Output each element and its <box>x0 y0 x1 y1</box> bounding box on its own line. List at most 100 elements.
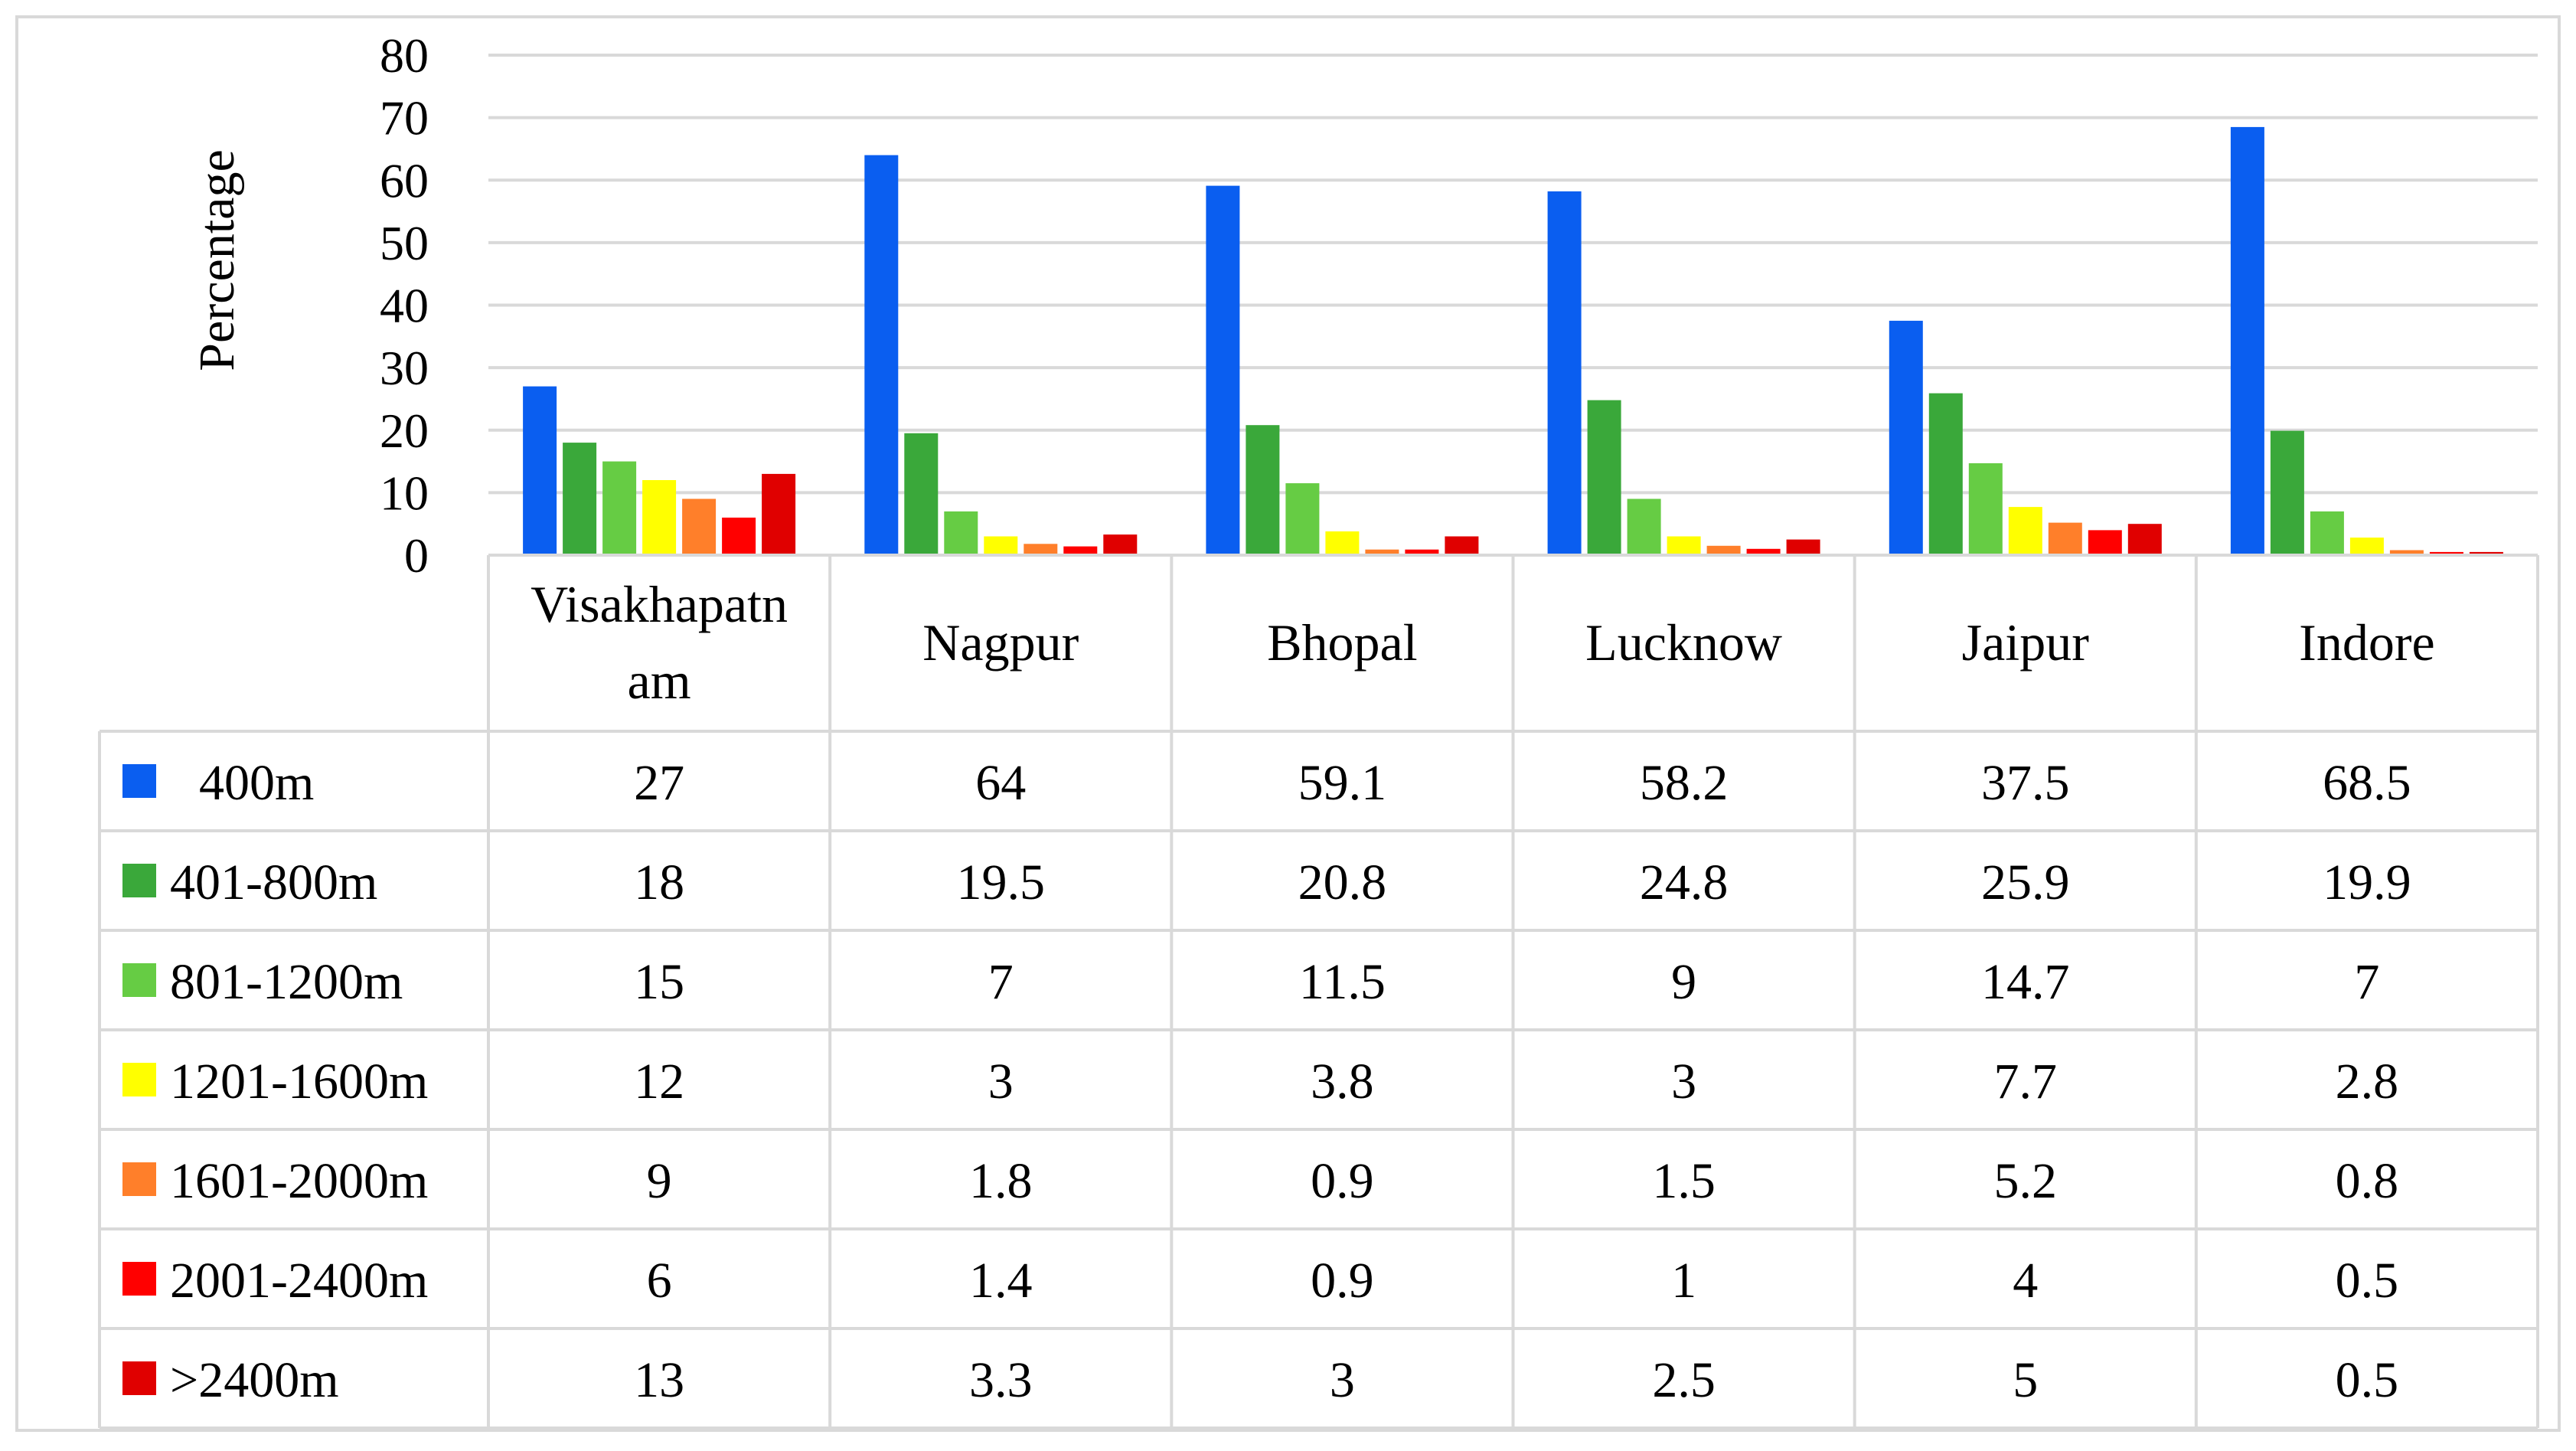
data-label: 6 <box>647 1253 672 1309</box>
data-label: 27 <box>634 755 684 811</box>
y-tick-label: 0 <box>404 528 429 583</box>
data-label: 15 <box>634 954 684 1010</box>
y-tick-label: 40 <box>380 279 429 333</box>
bar <box>1063 546 1098 555</box>
category-label: Bhopal <box>1267 613 1417 672</box>
category-label: Visakhapatn <box>531 575 788 633</box>
legend-swatch <box>122 864 156 897</box>
bar <box>2008 507 2042 555</box>
bar <box>1103 534 1138 555</box>
data-table <box>98 554 2539 1430</box>
category-label: Indore <box>2299 613 2434 672</box>
data-label: 9 <box>1671 954 1696 1010</box>
y-axis-label: Percentage <box>189 149 245 371</box>
legend-label: 2001-2400m <box>170 1253 428 1309</box>
bar <box>563 443 597 555</box>
bar <box>1024 544 1058 555</box>
bar <box>1968 463 2003 555</box>
bar <box>2429 551 2463 555</box>
data-label: 3 <box>1330 1352 1355 1408</box>
data-label: 1.4 <box>969 1253 1033 1309</box>
bar <box>2469 551 2503 555</box>
data-label: 3 <box>1671 1054 1696 1109</box>
data-label: 68.5 <box>2323 755 2411 811</box>
bar <box>642 480 677 555</box>
legend-swatch <box>122 764 156 798</box>
y-tick-label: 50 <box>380 216 429 270</box>
data-label: 0.5 <box>2336 1352 2399 1408</box>
data-label: 0.5 <box>2336 1253 2399 1309</box>
data-label: 0.9 <box>1311 1153 1374 1209</box>
y-tick-label: 20 <box>380 404 429 458</box>
data-label: 3.8 <box>1311 1054 1374 1109</box>
bar <box>1325 531 1360 555</box>
bar <box>1746 548 1781 555</box>
bar <box>904 433 939 555</box>
data-label: 1.8 <box>969 1153 1033 1209</box>
bar <box>2048 522 2082 555</box>
data-label: 9 <box>647 1153 672 1209</box>
y-tick-label: 60 <box>380 153 429 208</box>
bar <box>1547 191 1582 555</box>
bar <box>1627 498 1661 555</box>
bar <box>2270 430 2304 555</box>
bar <box>1246 425 1280 555</box>
data-label: 5.2 <box>1994 1153 2058 1209</box>
data-label: 0.8 <box>2336 1153 2399 1209</box>
legend-label: 400m <box>199 755 314 811</box>
legend-swatch <box>122 1361 156 1395</box>
bar <box>1405 549 1439 555</box>
bar <box>1587 400 1621 555</box>
data-label: 1.5 <box>1652 1153 1716 1209</box>
legend-swatch <box>122 1262 156 1296</box>
legend-swatch <box>122 963 156 997</box>
legend-swatch <box>122 1162 156 1196</box>
data-label: 3 <box>988 1054 1014 1109</box>
data-label: 2.8 <box>2336 1054 2399 1109</box>
bar <box>1445 536 1479 555</box>
bar <box>1206 185 1240 555</box>
bar <box>2349 538 2384 555</box>
bar <box>1667 536 1701 555</box>
category-label: Nagpur <box>922 613 1079 672</box>
data-label: 24.8 <box>1640 855 1729 910</box>
data-label: 13 <box>634 1352 684 1408</box>
bar <box>984 536 1018 555</box>
bar <box>2127 524 2162 555</box>
legend-label: 401-800m <box>170 855 377 910</box>
chart-text: 0 10 20 30 40 50 60 70 80 Percentage Visakhapatn am… <box>170 28 2435 1408</box>
chart-frame <box>15 15 2561 1432</box>
data-label: 7 <box>2354 954 2379 1010</box>
data-label: 2.5 <box>1652 1352 1716 1408</box>
data-label: 5 <box>2013 1352 2038 1408</box>
bars <box>523 126 2503 556</box>
bar <box>1365 549 1399 555</box>
data-label: 3.3 <box>969 1352 1033 1408</box>
gridlines <box>15 15 2561 1432</box>
bar <box>2230 126 2264 555</box>
data-label: 37.5 <box>1981 755 2070 811</box>
data-label: 59.1 <box>1298 755 1387 811</box>
data-label: 1 <box>1671 1253 1696 1309</box>
legend-label: 1601-2000m <box>170 1153 428 1209</box>
data-label: 7 <box>988 954 1014 1010</box>
bar <box>762 473 796 555</box>
y-tick-label: 80 <box>380 28 429 83</box>
legend-label: 1201-1600m <box>170 1054 428 1109</box>
bar <box>1889 320 1923 555</box>
bar <box>2310 511 2344 555</box>
category-label: Jaipur <box>1962 613 2090 672</box>
data-label: 14.7 <box>1981 954 2070 1010</box>
data-label: 0.9 <box>1311 1253 1374 1309</box>
data-label: 19.9 <box>2323 855 2411 910</box>
data-label: 11.5 <box>1299 954 1386 1010</box>
data-label: 25.9 <box>1981 855 2070 910</box>
data-label: 4 <box>2013 1253 2038 1309</box>
data-label: 64 <box>975 755 1026 811</box>
legend-swatch <box>122 1063 156 1096</box>
bar <box>864 155 899 556</box>
bar <box>602 461 637 555</box>
y-tick-label: 30 <box>380 341 429 395</box>
